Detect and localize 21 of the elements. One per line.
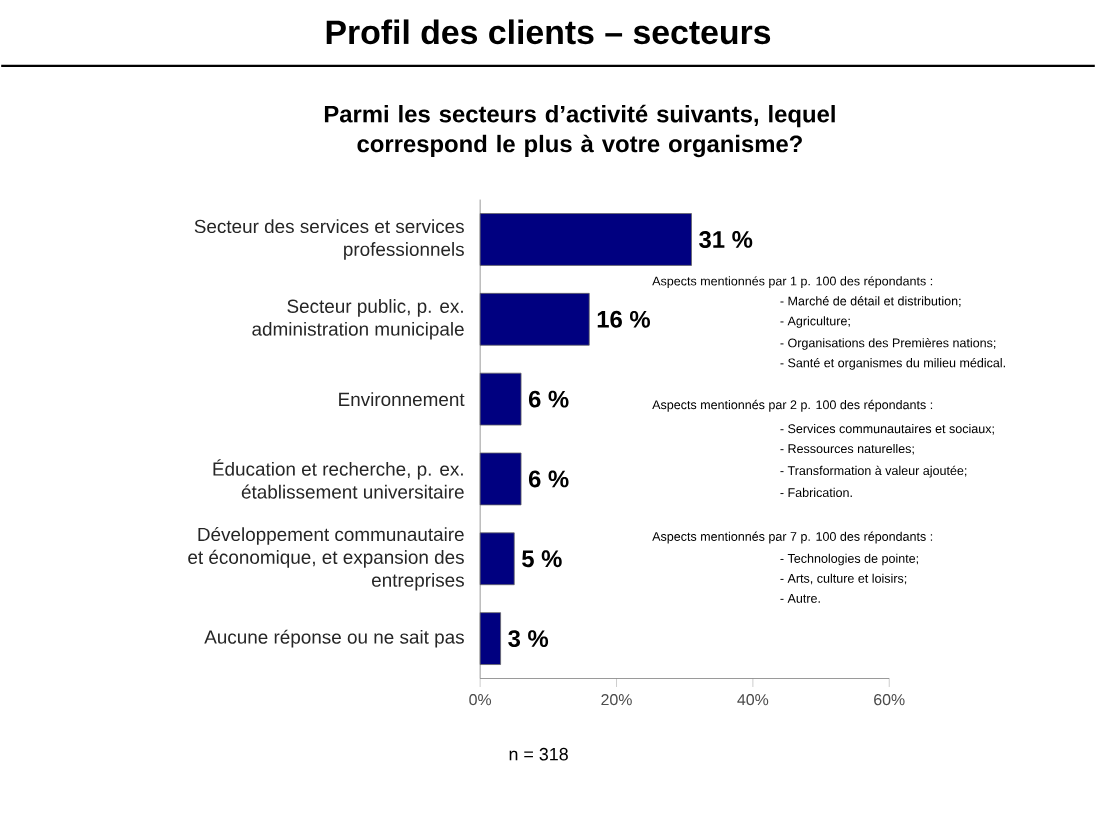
bar (479, 372, 522, 426)
bar (479, 452, 522, 506)
data-label: 3 % (508, 630, 549, 647)
chart-subtitle: Parmi les secteurs d’activité suivants, lequel correspond le plus à votre organisme? (324, 104, 835, 158)
text: n = 318 (509, 747, 568, 761)
y-tick-label: Éducation et recherche, p. ex. établissement universitaire (213, 459, 464, 499)
y-tick-label: Environnement (339, 392, 465, 406)
data-label: 6 % (528, 390, 569, 408)
bar (479, 532, 515, 586)
data-label: 5 % (522, 550, 562, 568)
bar (479, 612, 501, 665)
data-label: 6 % (528, 470, 569, 488)
bar (479, 213, 692, 266)
y-tick-label: Secteur public, p. ex. administration municipale (252, 298, 464, 340)
bar (479, 292, 590, 346)
data-label: 16 % (597, 310, 650, 328)
y-tick-label: Développement communautaire et économique, et expansion des entreprises (188, 526, 464, 591)
chart-title: Profil des clients – secteurs (326, 19, 771, 45)
data-label: 31 % (699, 230, 753, 248)
y-tick-label: Secteur des services et services professionnels (194, 219, 464, 260)
y-tick-label: Aucune réponse ou ne sait pas (204, 629, 464, 648)
